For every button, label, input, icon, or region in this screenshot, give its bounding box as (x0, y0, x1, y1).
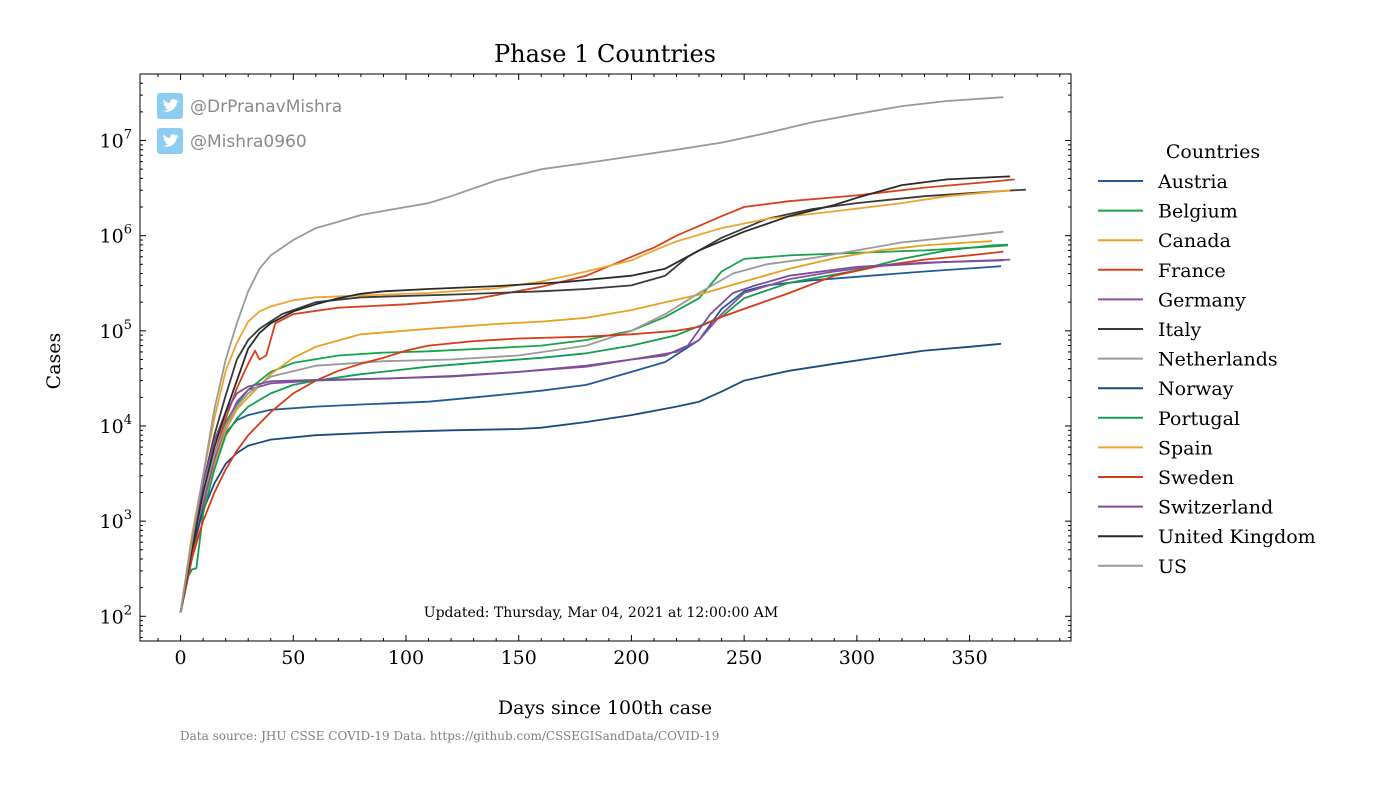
x-tick-label: 150 (501, 647, 537, 669)
legend-label: Sweden (1158, 467, 1234, 489)
y-axis-label: Cases (43, 333, 65, 390)
x-tick-label: 50 (281, 647, 305, 669)
legend-item[interactable]: France (1098, 260, 1226, 282)
series-line-netherlands (179, 230, 1004, 613)
legend-item[interactable]: Belgium (1098, 201, 1238, 223)
y-tick-label: 105 (100, 318, 132, 343)
legend-item[interactable]: Sweden (1098, 467, 1234, 489)
chart-title: Phase 1 Countries (494, 40, 716, 68)
series-line-united-kingdom (179, 175, 1011, 613)
legend-item[interactable]: Canada (1098, 230, 1231, 252)
series-line-canada (179, 240, 993, 613)
legend-label: US (1158, 556, 1187, 578)
legend-label: Austria (1157, 171, 1228, 193)
legend-label: Norway (1158, 378, 1234, 400)
updated-annotation: Updated: Thursday, Mar 04, 2021 at 12:00… (424, 605, 778, 621)
legend-item[interactable]: Spain (1098, 437, 1213, 459)
series-line-spain (179, 189, 1011, 613)
y-tick-label: 104 (100, 413, 132, 438)
legend-item[interactable]: Portugal (1098, 408, 1240, 430)
legend-label: France (1158, 260, 1226, 282)
legend-label: Spain (1158, 437, 1213, 459)
twitter-handle-text-2: @Mishra0960 (190, 132, 307, 152)
legend-item[interactable]: Germany (1098, 289, 1246, 311)
twitter-bird-icon (163, 99, 179, 112)
series-line-norway (179, 342, 1002, 613)
legend-label: Portugal (1158, 408, 1240, 430)
x-tick-label: 200 (613, 647, 649, 669)
legend-item[interactable]: Austria (1098, 171, 1228, 193)
legend-item[interactable]: United Kingdom (1098, 526, 1316, 548)
legend-label: Netherlands (1158, 349, 1278, 371)
series-line-belgium (179, 244, 1008, 613)
legend-item[interactable]: Switzerland (1098, 497, 1273, 519)
legend-item[interactable]: Norway (1098, 378, 1234, 400)
twitter-handles: @DrPranavMishra @Mishra0960 (157, 93, 342, 154)
x-tick-label: 250 (726, 647, 762, 669)
legend-label: United Kingdom (1158, 526, 1316, 548)
twitter-bird-icon (163, 134, 179, 147)
series-line-france (179, 178, 1015, 613)
series-line-sweden (179, 250, 1004, 613)
twitter-handle-text-1: @DrPranavMishra (190, 97, 342, 117)
legend-item[interactable]: Italy (1098, 319, 1202, 341)
series-line-us (179, 96, 1004, 613)
x-tick-label: 300 (839, 647, 875, 669)
legend-title: Countries (1166, 141, 1260, 163)
legend: Countries Austria Belgium Canada France Germ… (1098, 141, 1316, 578)
series-line-portugal (179, 243, 1008, 613)
legend-label: Canada (1158, 230, 1231, 252)
y-tick-label: 103 (100, 508, 132, 533)
plot-area: 0 50 100 150 200 250 300 350 102 103 104 105 106 107 (100, 73, 1072, 669)
y-tick-label: 107 (100, 128, 132, 153)
x-axis-label: Days since 100th case (498, 697, 712, 719)
data-source-note: Data source: JHU CSSE COVID-19 Data. htt… (180, 729, 719, 743)
legend-label: Italy (1158, 319, 1202, 341)
legend-label: Switzerland (1158, 497, 1273, 519)
legend-item[interactable]: US (1098, 556, 1187, 578)
y-tick-label: 106 (100, 223, 132, 248)
legend-label: Belgium (1158, 201, 1238, 223)
y-tick-label: 102 (100, 603, 132, 628)
axes-frame (139, 73, 1072, 642)
series-lines (179, 96, 1026, 613)
twitter-handle-1[interactable]: @DrPranavMishra (157, 93, 342, 119)
x-tick-label: 0 (175, 647, 187, 669)
legend-label: Germany (1158, 289, 1246, 311)
legend-item[interactable]: Netherlands (1098, 349, 1278, 371)
twitter-handle-2[interactable]: @Mishra0960 (157, 128, 307, 154)
x-tick-label: 350 (951, 647, 987, 669)
x-tick-label: 100 (388, 647, 424, 669)
